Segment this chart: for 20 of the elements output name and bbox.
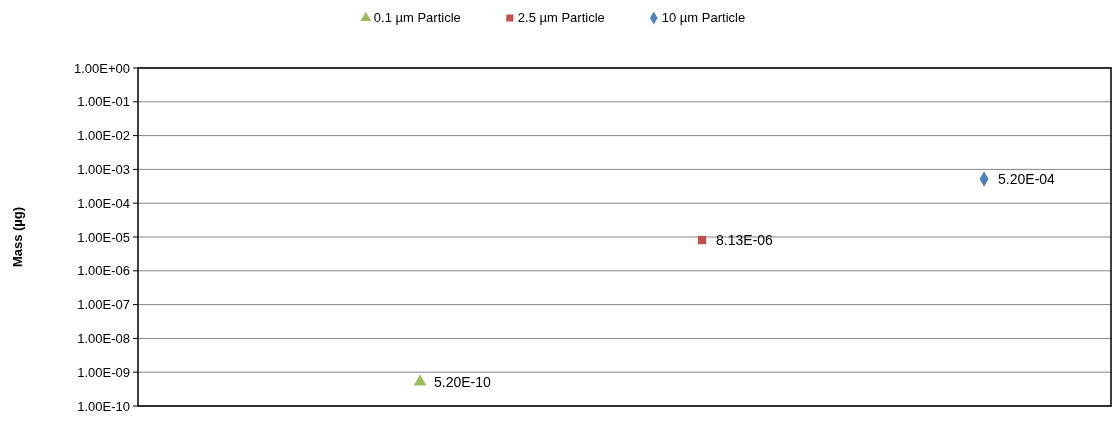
legend-label: 2.5 µm Particle: [517, 10, 605, 25]
y-tick-label: 1.00E+00: [73, 60, 130, 76]
y-tick-label: 1.00E-10: [77, 398, 130, 414]
y-axis-title: Mass (µg): [10, 206, 25, 268]
point: [697, 235, 707, 245]
y-tick-label: 1.00E-03: [77, 161, 130, 177]
y-tick-label: 1.00E-05: [77, 229, 130, 245]
y-tick-label: 1.00E-07: [77, 297, 130, 313]
y-tick-label: 1.00E-06: [77, 263, 130, 279]
legend-label: 0.1 µm Particle: [373, 10, 461, 25]
y-tick-label: 1.00E-02: [77, 128, 130, 144]
data-label: 8.13E-06: [716, 231, 774, 248]
y-tick-label: 1.00E-09: [77, 364, 130, 380]
y-tick-label: 1.00E-08: [77, 330, 130, 346]
data-label: 5.20E-04: [998, 170, 1056, 187]
y-tick-label: 1.00E-01: [77, 94, 130, 110]
point: [413, 374, 427, 386]
y-tick-label: 1.00E-04: [77, 195, 130, 211]
legend-label: 10 µm Particle: [661, 10, 746, 25]
data-label: 5.20E-10: [434, 373, 492, 390]
